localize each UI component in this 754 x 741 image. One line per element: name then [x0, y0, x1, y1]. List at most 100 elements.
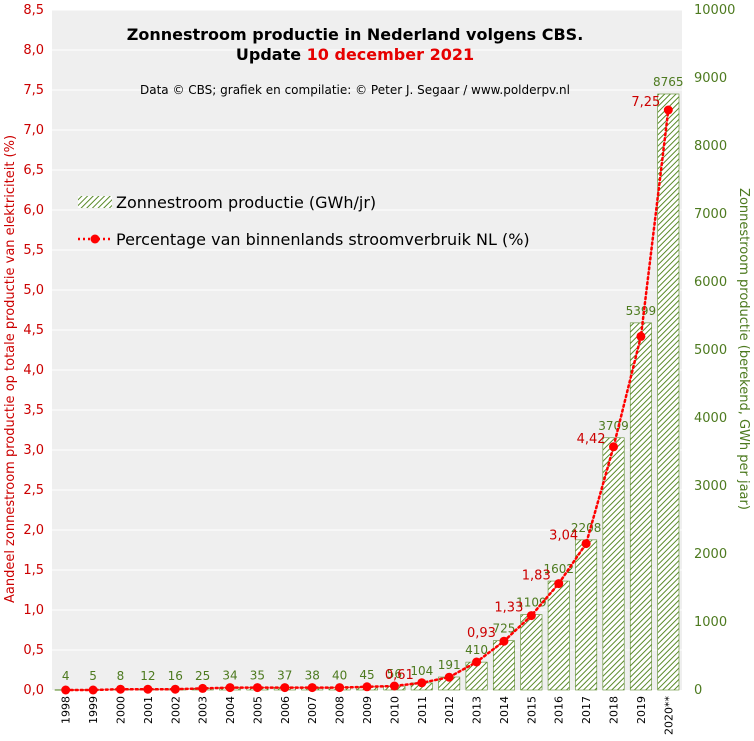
production-bars: [54, 93, 680, 691]
left-tick-label: 7,0: [23, 123, 44, 138]
production-bar-label: 8765: [653, 75, 684, 89]
grid-lines: [52, 9, 682, 651]
production-bar-label: 725: [493, 622, 516, 636]
production-bar-labels: 4 5 8 12 16 25 34 35 37 38 40 45 56 104 19141072511091…: [62, 75, 684, 683]
production-bar-label: 34: [222, 669, 237, 683]
x-tick-label: 2013: [471, 696, 484, 724]
x-tick-label: 1998: [60, 696, 73, 724]
production-bar: [575, 539, 598, 691]
production-bar-label: 8: [117, 669, 125, 683]
x-tick-label: 2020**: [662, 696, 675, 735]
percentage-marker: [143, 684, 153, 694]
percentage-marker: [198, 683, 208, 693]
right-tick-label: 0: [694, 683, 702, 698]
production-bar-label: 4: [62, 669, 70, 683]
left-tick-label: 0,5: [23, 643, 44, 658]
right-axis-ticks: 0 1000 2000 3000 4000 5000 6000 7000 8000 9000 100…: [694, 3, 735, 698]
percentage-marker: [581, 539, 591, 549]
production-bar: [602, 437, 625, 691]
x-tick-label: 2008: [334, 696, 347, 724]
x-tick-label: 2003: [197, 696, 210, 724]
percentage-label: 0,61: [385, 668, 414, 683]
production-bar-label: 25: [195, 669, 210, 683]
x-tick-label: 2009: [361, 696, 374, 724]
percentage-marker: [609, 442, 619, 452]
x-tick-label: 2007: [306, 696, 319, 724]
legend-line-label: Percentage van binnenlands stroomverbrui…: [116, 230, 530, 249]
left-tick-label: 4,5: [23, 323, 44, 338]
production-bar-label: 5399: [626, 304, 657, 318]
x-tick-label: 2018: [608, 696, 621, 724]
percentage-marker: [61, 685, 71, 695]
left-tick-label: 3,5: [23, 403, 44, 418]
percentage-marker: [307, 683, 317, 693]
right-tick-label: 3000: [694, 479, 727, 494]
left-tick-label: 6,0: [23, 203, 44, 218]
percentage-label: 4,42: [577, 432, 606, 447]
percentage-marker: [472, 657, 482, 667]
left-tick-label: 8,0: [23, 43, 44, 58]
legend-bar-swatch: [78, 196, 112, 208]
left-tick-label: 2,0: [23, 523, 44, 538]
production-bar: [657, 93, 680, 691]
percentage-marker: [526, 611, 536, 621]
production-bar-label: 410: [465, 643, 488, 657]
percentage-marker: [499, 636, 509, 646]
x-tick-label: 2001: [142, 696, 155, 724]
production-bar-label: 35: [250, 669, 265, 683]
right-tick-label: 9000: [694, 71, 727, 86]
production-bar-label: 12: [140, 669, 155, 683]
production-bar: [547, 580, 570, 691]
production-bar-label: 40: [332, 668, 347, 682]
production-bar-label: 37: [277, 668, 292, 682]
production-bar-label: 3709: [598, 419, 629, 433]
x-tick-label: 2016: [553, 696, 566, 724]
right-tick-label: 6000: [694, 275, 727, 290]
production-bar-label: 104: [410, 664, 433, 678]
right-axis-title: Zonnestroom productie (berekend, GWh per…: [736, 188, 751, 510]
production-bar-label: 5: [89, 669, 97, 683]
percentage-marker: [636, 331, 646, 341]
percentage-marker: [335, 683, 345, 693]
left-tick-label: 4,0: [23, 363, 44, 378]
right-tick-label: 10000: [694, 3, 735, 18]
left-axis-title: Aandeel zonnestroom productie op totale …: [3, 135, 18, 603]
production-bar: [520, 614, 543, 691]
chart-subtitle: Update 10 december 2021: [236, 45, 474, 64]
x-tick-label: 1999: [87, 696, 100, 724]
percentage-labels: 0,61 0,93 1,33 1,83 3,04 4,42 7,25: [385, 95, 660, 683]
x-tick-label: 2000: [114, 696, 127, 724]
x-tick-label: 2019: [635, 696, 648, 724]
percentage-marker: [417, 678, 427, 688]
production-bar-label: 191: [438, 658, 461, 672]
left-tick-label: 7,5: [23, 83, 44, 98]
production-bar: [629, 322, 652, 691]
left-axis-ticks: 0,0 0,5 1,0 1,5 2,0 2,5 3,0 3,5 4,0 4,5 5,0 5,5 6,0 6…: [23, 3, 44, 698]
chart-title: Zonnestroom productie in Nederland volge…: [127, 25, 584, 44]
left-tick-label: 3,0: [23, 443, 44, 458]
percentage-marker: [252, 683, 262, 693]
subtitle-date: 10 december 2021: [307, 45, 474, 64]
percentage-label: 1,33: [494, 601, 523, 616]
production-bar-label: 2208: [571, 521, 602, 535]
left-tick-label: 5,0: [23, 283, 44, 298]
production-bar-label: 16: [168, 669, 183, 683]
right-tick-label: 1000: [694, 615, 727, 630]
left-tick-label: 8,5: [23, 3, 44, 18]
left-tick-label: 1,5: [23, 563, 44, 578]
percentage-marker: [88, 685, 98, 695]
x-axis-ticks: 1998 1999 2000 2001 2002 2003 2004 2005 2006 2007…: [60, 696, 676, 735]
right-tick-label: 4000: [694, 411, 727, 426]
left-tick-label: 6,5: [23, 163, 44, 178]
x-tick-label: 2015: [525, 696, 538, 724]
percentage-marker: [663, 105, 673, 115]
percentage-line-series: [61, 105, 673, 695]
left-tick-label: 5,5: [23, 243, 44, 258]
right-tick-label: 5000: [694, 343, 727, 358]
percentage-marker: [444, 672, 454, 682]
x-tick-label: 2005: [251, 696, 264, 724]
right-tick-label: 2000: [694, 547, 727, 562]
x-tick-label: 2004: [224, 696, 237, 724]
production-bar-label: 56: [387, 667, 402, 681]
right-tick-label: 7000: [694, 207, 727, 222]
